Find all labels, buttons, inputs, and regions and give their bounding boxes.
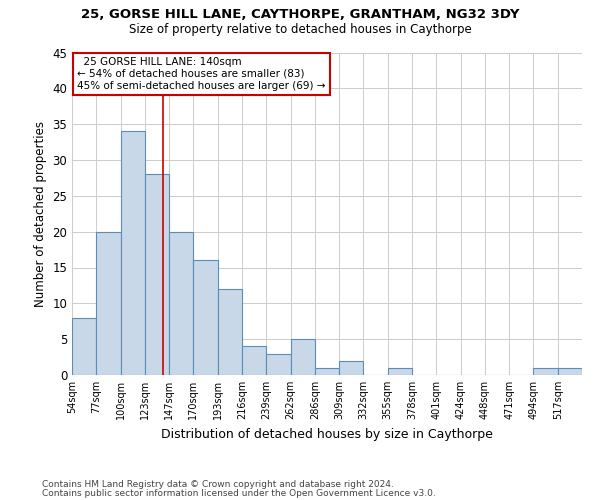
Bar — [193, 260, 218, 375]
Bar — [242, 346, 266, 375]
Bar — [121, 132, 145, 375]
Text: 25, GORSE HILL LANE, CAYTHORPE, GRANTHAM, NG32 3DY: 25, GORSE HILL LANE, CAYTHORPE, GRANTHAM… — [81, 8, 519, 20]
Text: 25 GORSE HILL LANE: 140sqm
← 54% of detached houses are smaller (83)
45% of semi: 25 GORSE HILL LANE: 140sqm ← 54% of deta… — [77, 58, 326, 90]
Bar — [145, 174, 169, 375]
Bar — [266, 354, 290, 375]
Text: Contains HM Land Registry data © Crown copyright and database right 2024.: Contains HM Land Registry data © Crown c… — [42, 480, 394, 489]
Bar — [533, 368, 558, 375]
Bar — [315, 368, 339, 375]
Bar — [218, 289, 242, 375]
Text: Contains public sector information licensed under the Open Government Licence v3: Contains public sector information licen… — [42, 490, 436, 498]
Bar — [339, 360, 364, 375]
X-axis label: Distribution of detached houses by size in Caythorpe: Distribution of detached houses by size … — [161, 428, 493, 440]
Bar — [388, 368, 412, 375]
Bar — [96, 232, 121, 375]
Bar — [558, 368, 582, 375]
Text: Size of property relative to detached houses in Caythorpe: Size of property relative to detached ho… — [128, 22, 472, 36]
Bar — [290, 339, 315, 375]
Bar — [169, 232, 193, 375]
Y-axis label: Number of detached properties: Number of detached properties — [34, 120, 47, 306]
Bar — [72, 318, 96, 375]
